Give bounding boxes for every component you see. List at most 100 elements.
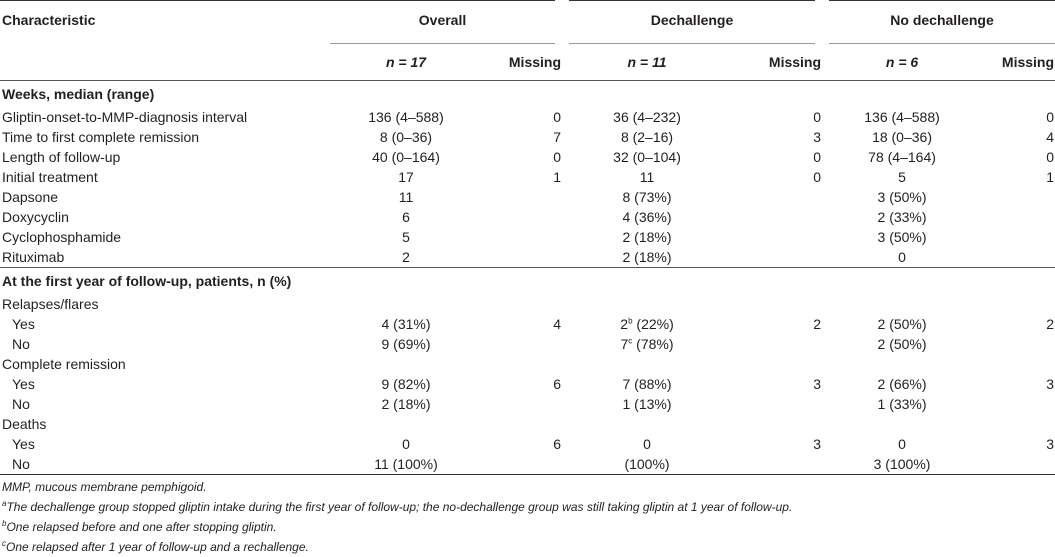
cell: 9 (69%) — [381, 336, 431, 352]
overall-header: Overall — [330, 0, 563, 44]
footnote-text: One relapsed before and one after stoppi… — [6, 520, 277, 534]
cell — [482, 334, 562, 354]
cell: 17 — [398, 169, 414, 185]
table-row: Dapsone 11 8 (73%) 3 (50%) — [0, 187, 1055, 207]
row-label: No — [12, 396, 30, 412]
cell: 8 (0–36) — [379, 129, 433, 145]
cell: 36 (4–232) — [613, 109, 681, 125]
row-label: Length of follow-up — [2, 149, 121, 165]
cell: 0 — [813, 169, 822, 185]
row-label: Relapses/flares — [2, 296, 99, 312]
cell: 0 — [813, 149, 822, 165]
footnote-marker: c — [628, 336, 633, 346]
cell — [982, 207, 1055, 227]
row-label: Initial treatment — [2, 169, 98, 185]
cell: 2 (33%) — [877, 209, 927, 225]
table-row: Initial treatment 17 1 11 0 5 1 — [0, 167, 1055, 187]
cell — [482, 454, 563, 475]
cell: 11 (100%) — [330, 454, 482, 475]
cell: 11 — [398, 189, 414, 205]
cell: 136 (4–588) — [864, 109, 940, 125]
cell: 0 — [553, 109, 562, 125]
cell: 0 — [643, 436, 651, 452]
cell — [982, 227, 1055, 247]
cell: 6 — [402, 209, 410, 225]
cell: 7 — [553, 129, 562, 145]
cell — [482, 207, 562, 227]
cell: 4 (36%) — [622, 209, 672, 225]
row-label: Gliptin-onset-to-MMP-diagnosis interval — [2, 109, 248, 125]
dechallenge-header: Dechallenge — [555, 0, 823, 44]
row-label: Yes — [12, 436, 35, 452]
cell: 3 — [813, 376, 822, 392]
cell: 0 — [898, 249, 906, 265]
table-row: Time to first complete remission 8 (0–36)… — [0, 127, 1055, 147]
footnote-marker: a — [2, 499, 7, 508]
section-heading: Weeks, median (range) — [0, 81, 1055, 108]
cell — [482, 187, 562, 207]
cell: 2 (66%) — [877, 376, 927, 392]
section-first-year-title: At the first year of follow-up, patients… — [0, 267, 1055, 294]
cell: 40 (0–164) — [372, 149, 440, 165]
cell — [732, 227, 822, 247]
cell: 0 — [898, 436, 906, 452]
row-label: Dapsone — [2, 189, 59, 205]
cell: 2 — [1046, 316, 1055, 332]
cell: 2 — [402, 249, 410, 265]
row-label: No — [12, 336, 30, 352]
row-label: No — [0, 454, 330, 475]
cell — [982, 247, 1055, 268]
cell: 3 — [813, 436, 822, 452]
overall-n-header: n = 17 — [385, 54, 427, 70]
section-weeks-title: Weeks, median (range) — [2, 86, 155, 102]
cell: 7 (88%) — [622, 376, 672, 392]
section-heading: At the first year of follow-up, patients… — [0, 267, 1055, 294]
table-row: Rituximab 2 2 (18%) 0 — [0, 247, 1055, 268]
no-dechallenge-header: No dechallenge — [815, 0, 1055, 44]
table-row: Relapses/flares — [0, 294, 1055, 314]
cell: 4 (31%) — [381, 316, 431, 332]
cell — [982, 334, 1055, 354]
row-label: Cyclophosphamide — [2, 229, 122, 245]
row-label: Yes — [12, 316, 35, 332]
cell: 8 (73%) — [622, 189, 672, 205]
cell — [732, 207, 822, 227]
cell: 2 (18%) — [622, 249, 672, 265]
table-row: No 9 (69%) 7c (78%) 2 (50%) — [0, 334, 1055, 354]
cell — [982, 187, 1055, 207]
row-label: Doxycyclin — [2, 209, 69, 225]
table-row: Doxycyclin 6 4 (36%) 2 (33%) — [0, 207, 1055, 227]
footnote-b: bOne relapsed before and one after stopp… — [2, 517, 792, 537]
cell: 2b (22%) — [562, 314, 732, 334]
row-label: Rituximab — [2, 249, 65, 265]
table-row: Gliptin-onset-to-MMP-diagnosis interval 1… — [0, 107, 1055, 127]
cell: 3 — [1046, 436, 1055, 452]
cell: 6 — [553, 436, 562, 452]
cell-value: 7 — [620, 336, 629, 352]
cell — [732, 247, 822, 268]
cell: (100%) — [562, 454, 733, 475]
table-row: Yes 0 6 0 3 0 3 — [0, 434, 1055, 454]
cell: 0 — [1046, 109, 1055, 125]
table-row: Length of follow-up 40 (0–164) 0 32 (0–104)… — [0, 147, 1055, 167]
cell — [482, 394, 562, 414]
cell: 11 — [639, 169, 655, 185]
cell — [982, 394, 1055, 414]
cell: 4 — [553, 316, 562, 332]
footnote-abbrev: MMP, mucous membrane pemphigoid. — [2, 480, 207, 494]
cell — [732, 454, 823, 475]
cell: 1 (33%) — [877, 396, 927, 412]
no-dechallenge-missing-header: Missing — [1001, 54, 1055, 70]
characteristic-header: Characteristic — [2, 12, 96, 29]
cell: 18 (0–36) — [872, 129, 932, 145]
header-row-groups: Characteristic Overall Dechallenge No de… — [0, 0, 1055, 44]
table-row: Deaths — [0, 414, 1055, 434]
footnote-text: The dechallenge group stopped gliptin in… — [6, 500, 793, 514]
cell: 2 (18%) — [622, 229, 672, 245]
cell: 0 — [813, 109, 822, 125]
cell: 78 (4–164) — [868, 149, 936, 165]
row-label: Yes — [12, 376, 35, 392]
cell: 1 — [553, 169, 562, 185]
dechallenge-n-header: n = 11 — [627, 54, 667, 70]
